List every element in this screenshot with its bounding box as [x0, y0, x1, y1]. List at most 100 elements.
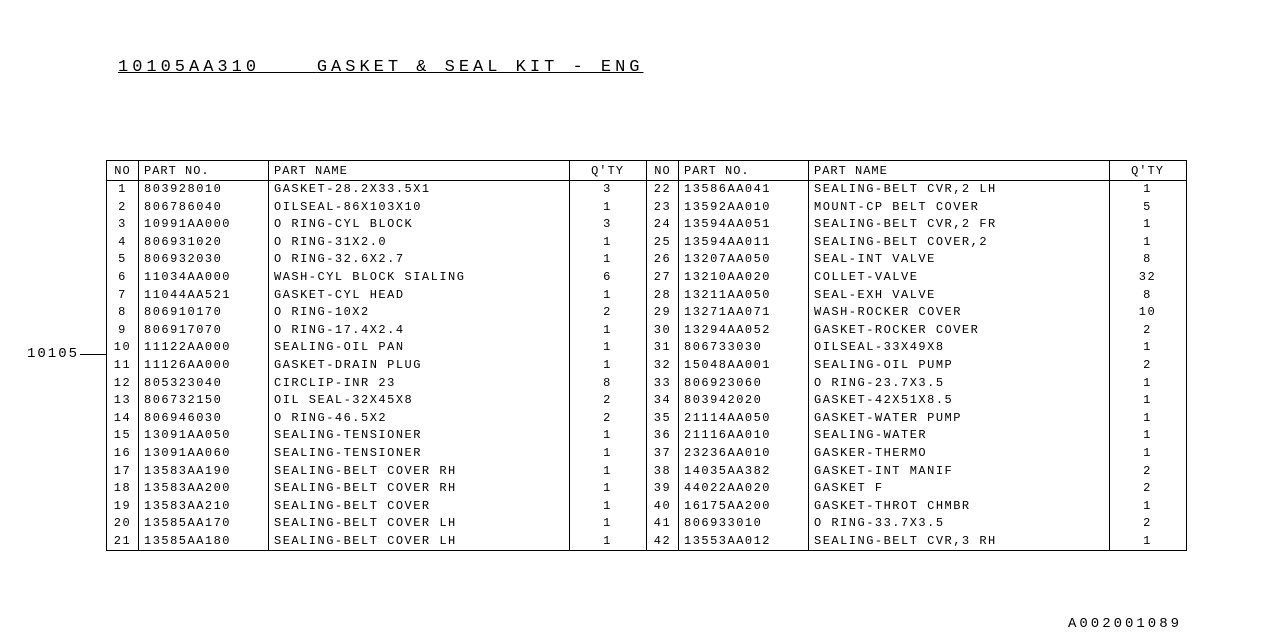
cell-no: 20 — [107, 515, 139, 533]
cell-part-no: 13091AA050 — [139, 427, 269, 445]
table-row: 41806933010O RING-33.7X3.52 — [647, 515, 1186, 533]
cell-part-no: 21116AA010 — [679, 427, 809, 445]
cell-part-no: 16175AA200 — [679, 498, 809, 516]
cell-part-no: 21114AA050 — [679, 410, 809, 428]
cell-part-no: 13585AA170 — [139, 515, 269, 533]
cell-no: 2 — [107, 199, 139, 217]
cell-no: 12 — [107, 375, 139, 393]
table-header: NO PART NO. PART NAME Q'TY — [647, 161, 1186, 181]
cell-qty: 5 — [1110, 199, 1185, 217]
cell-part-name: O RING-32.6X2.7 — [269, 251, 570, 269]
table-row: 1613091AA060SEALING-TENSIONER1 — [107, 445, 646, 463]
cell-qty: 8 — [1110, 251, 1185, 269]
cell-part-no: 806923060 — [679, 375, 809, 393]
cell-part-no: 13583AA200 — [139, 480, 269, 498]
parts-column-left: NO PART NO. PART NAME Q'TY 1803928010GAS… — [107, 161, 647, 550]
cell-part-no: 806933010 — [679, 515, 809, 533]
cell-part-no: 806732150 — [139, 392, 269, 410]
cell-no: 3 — [107, 216, 139, 234]
cell-no: 10 — [107, 339, 139, 357]
cell-qty: 1 — [570, 251, 645, 269]
table-row: 31806733030OILSEAL-33X49X81 — [647, 339, 1186, 357]
cell-part-no: 13211AA050 — [679, 287, 809, 305]
cell-part-no: 11122AA000 — [139, 339, 269, 357]
cell-part-no: 13294AA052 — [679, 322, 809, 340]
cell-qty: 1 — [1110, 339, 1185, 357]
cell-qty: 2 — [570, 410, 645, 428]
cell-qty: 32 — [1110, 269, 1185, 287]
cell-qty: 1 — [570, 287, 645, 305]
table-row: 12805323040CIRCLIP-INR 238 — [107, 375, 646, 393]
cell-no: 34 — [647, 392, 679, 410]
table-row: 1913583AA210SEALING-BELT COVER1 — [107, 498, 646, 516]
cell-part-no: 13553AA012 — [679, 533, 809, 551]
cell-part-no: 803942020 — [679, 392, 809, 410]
kit-description: GASKET & SEAL KIT - ENG — [317, 58, 644, 77]
cell-part-no: 806931020 — [139, 234, 269, 252]
cell-part-name: SEALING-BELT CVR,2 FR — [809, 216, 1110, 234]
table-row: 1111126AA000GASKET-DRAIN PLUG1 — [107, 357, 646, 375]
cell-no: 15 — [107, 427, 139, 445]
cell-part-name: SEALING-TENSIONER — [269, 427, 570, 445]
header-part-name: PART NAME — [269, 161, 570, 180]
cell-no: 39 — [647, 480, 679, 498]
table-row: 3944022AA020GASKET F2 — [647, 480, 1186, 498]
cell-qty: 2 — [1110, 322, 1185, 340]
cell-no: 41 — [647, 515, 679, 533]
cell-part-no: 15048AA001 — [679, 357, 809, 375]
table-row: 33806923060O RING-23.7X3.51 — [647, 375, 1186, 393]
cell-part-no: 806917070 — [139, 322, 269, 340]
cell-no: 27 — [647, 269, 679, 287]
cell-part-name: GASKER-THERMO — [809, 445, 1110, 463]
cell-no: 23 — [647, 199, 679, 217]
table-row: 4016175AA200GASKET-THROT CHMBR1 — [647, 498, 1186, 516]
cell-part-name: GASKET F — [809, 480, 1110, 498]
cell-qty: 1 — [570, 533, 645, 551]
table-row: 2713210AA020COLLET-VALVE32 — [647, 269, 1186, 287]
table-row: 1513091AA050SEALING-TENSIONER1 — [107, 427, 646, 445]
table-row: 2013585AA170SEALING-BELT COVER LH1 — [107, 515, 646, 533]
kit-title: 10105AA310 GASKET & SEAL KIT - ENG — [118, 58, 643, 77]
cell-part-no: 13583AA210 — [139, 498, 269, 516]
cell-part-no: 13586AA041 — [679, 181, 809, 199]
cell-part-no: 11044AA521 — [139, 287, 269, 305]
cell-no: 42 — [647, 533, 679, 551]
cell-no: 25 — [647, 234, 679, 252]
cell-part-no: 806786040 — [139, 199, 269, 217]
cell-part-no: 13091AA060 — [139, 445, 269, 463]
table-row: 1011122AA000SEALING-OIL PAN1 — [107, 339, 646, 357]
table-row: 3621116AA010SEALING-WATER1 — [647, 427, 1186, 445]
cell-qty: 1 — [570, 463, 645, 481]
cell-part-no: 13210AA020 — [679, 269, 809, 287]
cell-qty: 1 — [570, 339, 645, 357]
cell-qty: 2 — [570, 304, 645, 322]
cell-qty: 1 — [1110, 181, 1185, 199]
cell-qty: 1 — [1110, 445, 1185, 463]
cell-part-no: 11126AA000 — [139, 357, 269, 375]
cell-qty: 10 — [1110, 304, 1185, 322]
cell-part-name: CIRCLIP-INR 23 — [269, 375, 570, 393]
document-id: A002001089 — [1068, 616, 1182, 632]
cell-part-name: O RING-23.7X3.5 — [809, 375, 1110, 393]
table-row: 2413594AA051SEALING-BELT CVR,2 FR1 — [647, 216, 1186, 234]
header-part-no: PART NO. — [679, 161, 809, 180]
cell-no: 26 — [647, 251, 679, 269]
cell-part-name: SEAL-INT VALVE — [809, 251, 1110, 269]
table-row: 2813211AA050SEAL-EXH VALVE8 — [647, 287, 1186, 305]
cell-no: 37 — [647, 445, 679, 463]
cell-part-name: O RING-CYL BLOCK — [269, 216, 570, 234]
cell-part-name: GASKET-INT MANIF — [809, 463, 1110, 481]
cell-no: 28 — [647, 287, 679, 305]
cell-no: 13 — [107, 392, 139, 410]
cell-qty: 3 — [570, 216, 645, 234]
table-row: 5806932030O RING-32.6X2.71 — [107, 251, 646, 269]
cell-no: 1 — [107, 181, 139, 199]
cell-part-name: SEALING-OIL PUMP — [809, 357, 1110, 375]
cell-part-name: O RING-31X2.0 — [269, 234, 570, 252]
table-row: 310991AA000O RING-CYL BLOCK3 — [107, 216, 646, 234]
cell-qty: 6 — [570, 269, 645, 287]
cell-qty: 8 — [1110, 287, 1185, 305]
cell-qty: 2 — [570, 392, 645, 410]
cell-qty: 1 — [570, 199, 645, 217]
header-no: NO — [107, 161, 139, 180]
